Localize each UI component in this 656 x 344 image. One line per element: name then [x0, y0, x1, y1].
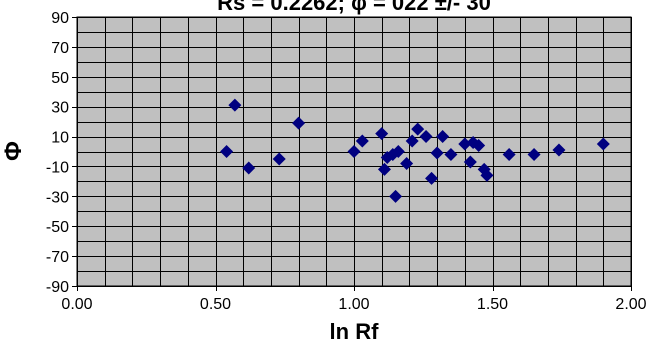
data-point-marker: [480, 168, 494, 182]
x-tick-label: 0.50: [200, 296, 231, 313]
y-tick-label: 90: [51, 10, 69, 27]
y-tick-label: -90: [46, 279, 69, 296]
data-point-marker: [272, 152, 286, 166]
data-point-marker: [502, 147, 516, 161]
data-point-marker: [405, 134, 419, 148]
data-point-marker: [425, 171, 439, 185]
chart-title: Rs = 0.2262; φ = 022 ±/- 30: [217, 0, 491, 15]
y-tick-label: 30: [51, 100, 69, 117]
y-tick-label: 50: [51, 70, 69, 87]
data-point-marker: [391, 145, 405, 158]
x-tick-label: 2.00: [615, 296, 646, 313]
data-point-marker: [228, 98, 242, 112]
x-tick-label: 0.00: [61, 296, 92, 313]
x-axis-ticks: 0.00 0.50 1.00 1.50 2.00: [61, 286, 647, 313]
y-tick-label: 70: [51, 40, 69, 57]
data-point-marker: [411, 122, 425, 136]
data-points: [220, 98, 610, 203]
x-axis-label: ln Rf: [330, 319, 380, 344]
data-point-marker: [472, 139, 486, 153]
data-point-marker: [377, 162, 391, 176]
y-tick-label: -10: [46, 159, 69, 176]
data-point-marker: [436, 130, 450, 144]
data-point-marker: [375, 127, 389, 141]
y-tick-label: 10: [51, 130, 69, 147]
y-tick-label: -50: [46, 219, 69, 236]
data-point-marker: [242, 161, 256, 175]
data-point-marker: [527, 147, 541, 161]
data-point-marker: [220, 145, 234, 158]
data-point-marker: [596, 137, 610, 151]
data-point-marker: [347, 145, 361, 158]
data-point-marker: [463, 155, 477, 169]
y-axis-ticks: 90 70 50 30 10 -10 -30 -50 -70 -90: [46, 10, 77, 296]
x-tick-label: 1.00: [338, 296, 369, 313]
data-point-marker: [552, 143, 566, 157]
y-tick-label: -30: [46, 189, 69, 206]
y-tick-label: -70: [46, 249, 69, 266]
data-point-marker: [400, 156, 414, 170]
y-axis-label: Φ: [0, 141, 27, 161]
data-point-marker: [292, 116, 306, 130]
data-point-marker: [430, 146, 444, 160]
data-point-marker: [419, 130, 433, 144]
x-tick-label: 1.50: [477, 296, 508, 313]
data-point-marker: [444, 147, 458, 161]
data-point-marker: [355, 134, 369, 148]
data-point-marker: [458, 137, 472, 151]
data-point-marker: [389, 189, 403, 203]
